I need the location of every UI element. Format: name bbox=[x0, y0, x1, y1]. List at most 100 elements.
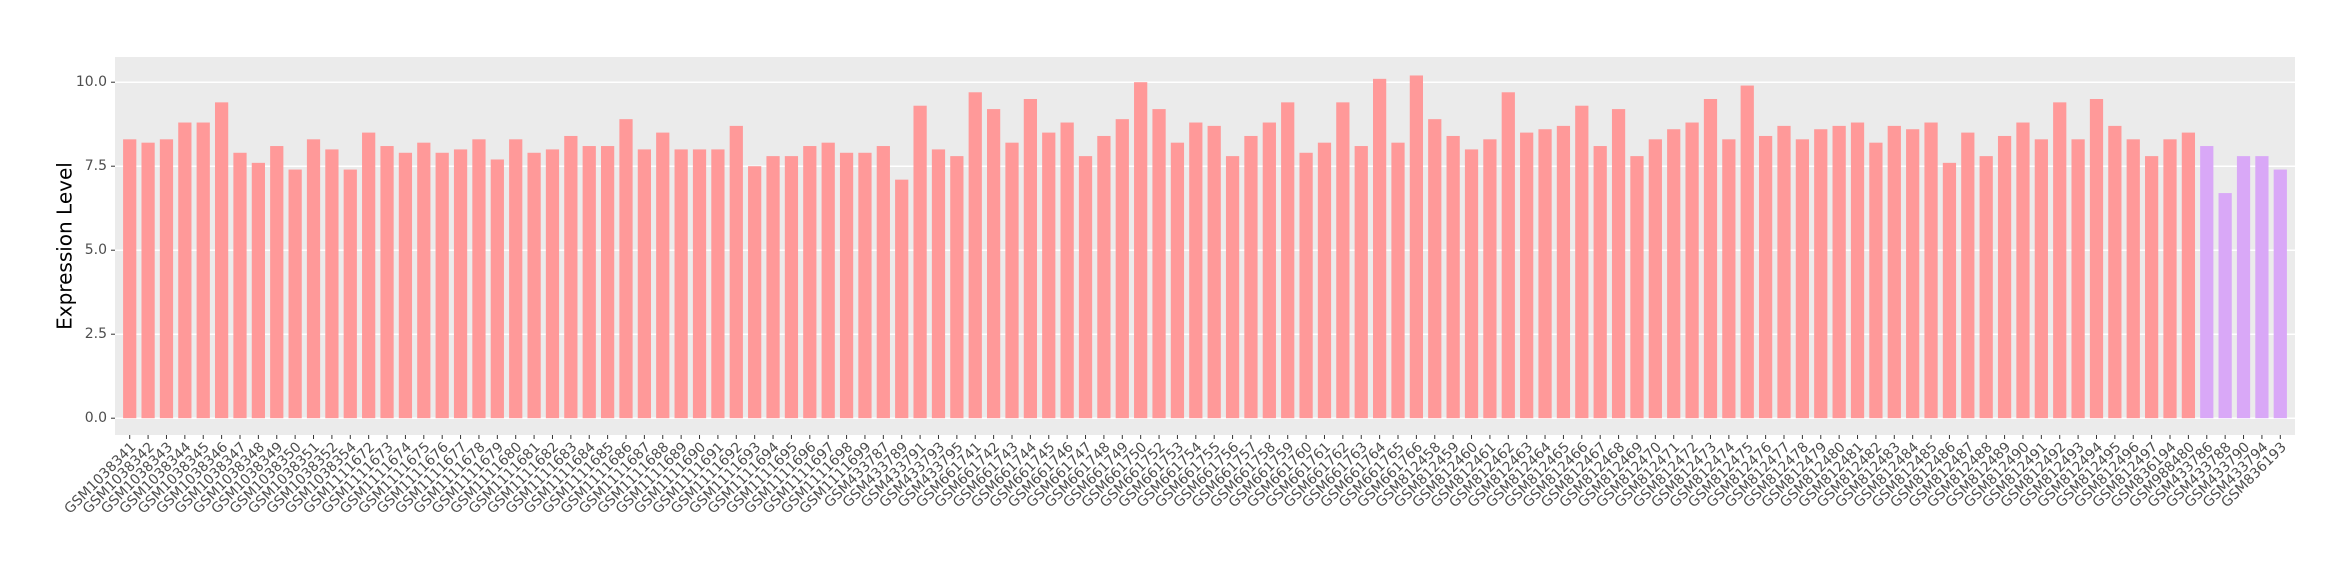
bar bbox=[987, 109, 1001, 419]
bar bbox=[1483, 139, 1497, 419]
bar bbox=[1740, 85, 1754, 419]
bar bbox=[509, 139, 523, 419]
bar bbox=[380, 146, 394, 419]
bar bbox=[270, 146, 284, 419]
bar bbox=[1170, 142, 1185, 419]
bar bbox=[435, 152, 449, 419]
bar bbox=[178, 122, 192, 419]
bar bbox=[472, 139, 486, 419]
bar bbox=[1575, 105, 1589, 419]
bar bbox=[1961, 132, 1975, 419]
y-tick-label: 2.5 bbox=[85, 326, 107, 342]
bar bbox=[490, 159, 504, 419]
bar bbox=[362, 132, 376, 419]
bar bbox=[1134, 82, 1148, 419]
bar bbox=[1520, 132, 1534, 419]
bar bbox=[141, 142, 155, 419]
bar bbox=[123, 139, 137, 419]
bar bbox=[1667, 129, 1681, 419]
bar bbox=[1759, 135, 1773, 419]
bar bbox=[895, 179, 909, 419]
y-tick-label: 0.0 bbox=[85, 410, 107, 426]
bar bbox=[1685, 122, 1699, 419]
bar bbox=[1611, 109, 1626, 419]
bar bbox=[931, 149, 946, 419]
bar bbox=[1887, 125, 1901, 419]
bar bbox=[417, 142, 431, 419]
bar bbox=[2034, 139, 2048, 419]
bar bbox=[1336, 102, 1350, 419]
bar bbox=[159, 139, 174, 419]
bar bbox=[325, 149, 339, 419]
bar bbox=[711, 149, 725, 419]
bar bbox=[288, 169, 302, 419]
bar bbox=[251, 162, 265, 419]
bar bbox=[582, 146, 596, 419]
bar bbox=[2181, 132, 2196, 419]
bar bbox=[398, 152, 413, 419]
bar bbox=[453, 149, 468, 419]
bar bbox=[1078, 156, 1093, 419]
bar bbox=[784, 156, 799, 419]
bar bbox=[2255, 156, 2269, 419]
bar bbox=[656, 132, 670, 419]
bar bbox=[1997, 135, 2012, 419]
bar bbox=[2145, 156, 2159, 419]
bar bbox=[527, 152, 541, 419]
bar bbox=[692, 149, 707, 419]
bar bbox=[196, 122, 210, 419]
bar bbox=[1281, 102, 1295, 419]
bar bbox=[1023, 99, 1037, 419]
bar bbox=[1648, 139, 1662, 419]
bar bbox=[1814, 129, 1828, 419]
bar bbox=[1409, 75, 1423, 419]
bar bbox=[858, 152, 872, 419]
bar bbox=[1722, 139, 1736, 419]
bar bbox=[1317, 142, 1332, 419]
bar bbox=[1225, 156, 1240, 419]
bar bbox=[1630, 156, 1644, 419]
bar bbox=[214, 102, 229, 419]
bar bbox=[637, 149, 651, 419]
bar bbox=[2218, 193, 2232, 419]
bar bbox=[1850, 122, 1865, 419]
bar bbox=[1703, 99, 1718, 419]
bar bbox=[1832, 125, 1846, 419]
bar bbox=[2273, 169, 2287, 419]
bar bbox=[545, 149, 560, 419]
bar bbox=[876, 146, 890, 419]
bar bbox=[2126, 139, 2140, 419]
y-axis-title: Expression Level bbox=[53, 162, 77, 330]
bar bbox=[343, 169, 357, 419]
y-tick-label: 5.0 bbox=[85, 242, 107, 258]
y-tick-label: 7.5 bbox=[85, 158, 107, 174]
bar bbox=[968, 92, 982, 419]
bar bbox=[1538, 129, 1552, 419]
bar bbox=[1924, 122, 1938, 419]
bar bbox=[2016, 122, 2030, 419]
bar bbox=[1501, 92, 1515, 419]
bar bbox=[1373, 78, 1387, 419]
bar bbox=[1005, 142, 1019, 419]
bar bbox=[2071, 139, 2085, 419]
bar bbox=[950, 156, 964, 419]
bar bbox=[1244, 135, 1258, 419]
bar bbox=[2053, 102, 2067, 419]
bar bbox=[1207, 125, 1221, 419]
bar bbox=[619, 119, 633, 419]
bar bbox=[1354, 146, 1368, 419]
bar bbox=[2163, 139, 2177, 419]
bar bbox=[306, 139, 321, 419]
bar bbox=[913, 105, 927, 419]
bar bbox=[2200, 146, 2214, 419]
bar bbox=[1428, 119, 1442, 419]
bar bbox=[1391, 142, 1405, 419]
bar bbox=[839, 152, 854, 419]
bar bbox=[1795, 139, 1810, 419]
bar bbox=[1777, 125, 1791, 419]
bar bbox=[1299, 152, 1313, 419]
bar bbox=[1556, 125, 1571, 419]
bar bbox=[1115, 119, 1129, 419]
bar bbox=[1464, 149, 1479, 419]
